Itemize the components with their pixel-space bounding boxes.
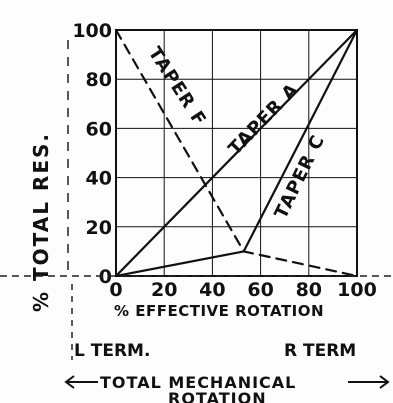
series-label-taper-a: TAPER A <box>224 79 303 159</box>
series-line-taper-f <box>114 28 359 278</box>
series-line-taper-a <box>114 28 359 278</box>
right-term-label: R TERM <box>284 341 356 361</box>
y-axis-title: % TOTAL RES. <box>29 132 53 312</box>
y-tick-label-60: 60 <box>86 118 112 140</box>
series-label-taper-f: TAPER F <box>144 43 210 130</box>
x-tick-label-20: 20 <box>151 279 177 301</box>
y-tick-label-0: 0 <box>99 266 112 288</box>
plot-border <box>115 29 358 277</box>
x-tick-label-80: 80 <box>296 279 322 301</box>
x-axis-title: % EFFECTIVE ROTATION <box>114 302 324 320</box>
series-label-taper-c: TAPER C <box>271 132 330 223</box>
grid <box>116 30 357 276</box>
x-tick-label-0: 0 <box>109 279 122 301</box>
y-tick-label-40: 40 <box>86 168 112 190</box>
y-tick-label-80: 80 <box>86 69 112 91</box>
y-tick-label-20: 20 <box>86 217 112 239</box>
tick-labels: 0 20 40 60 80 100 0 20 40 60 80 100 <box>72 20 377 301</box>
mechanical-rotation-label: TOTAL MECHANICAL <box>100 373 296 392</box>
y-tick-label-100: 100 <box>72 20 112 42</box>
x-tick-label-40: 40 <box>199 279 225 301</box>
mechanical-rotation-label-2: ROTATION <box>168 389 267 403</box>
x-tick-label-100: 100 <box>337 279 377 301</box>
plot-frame <box>115 29 358 277</box>
left-term-label: L TERM. <box>74 341 150 361</box>
x-tick-label-60: 60 <box>247 279 273 301</box>
mechanical-rotation-bracket <box>64 375 390 389</box>
series-lines <box>114 28 359 278</box>
